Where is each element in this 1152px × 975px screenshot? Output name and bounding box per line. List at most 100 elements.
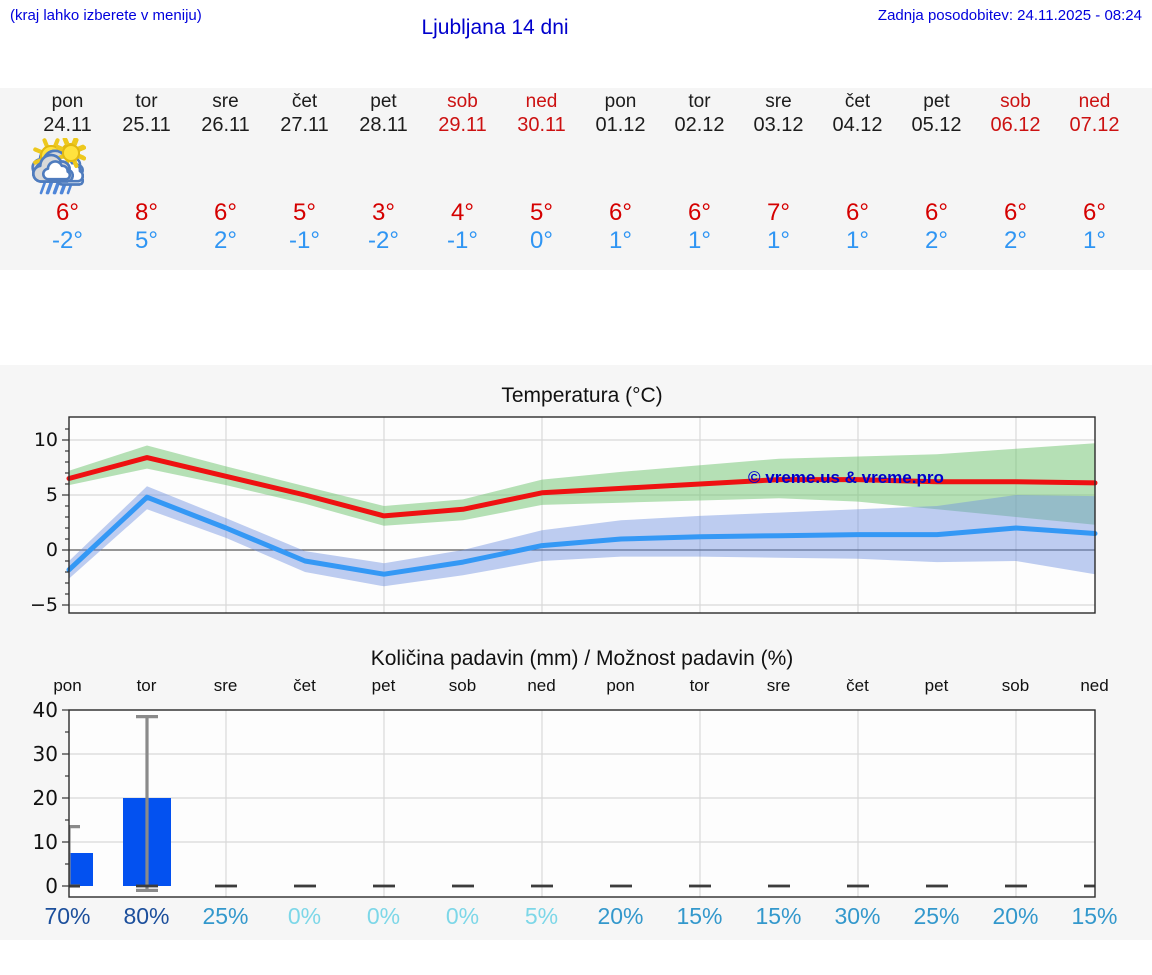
precip-probability: 25% bbox=[913, 903, 960, 929]
svg-text:−5: −5 bbox=[30, 594, 58, 616]
day-name: čet bbox=[291, 91, 318, 112]
precip-day-label: tor bbox=[136, 676, 157, 695]
day-name: pon bbox=[604, 91, 637, 112]
svg-text:5: 5 bbox=[46, 484, 58, 506]
weather-icon-wrap bbox=[32, 138, 423, 198]
weather-icon-wrap bbox=[34, 138, 739, 198]
svg-text:0: 0 bbox=[46, 539, 58, 561]
precip-probability-row: 70% 80% 25% 0% 0% 0% 5% 20% 15% 15% 30% 25% 20% 15% bbox=[28, 903, 1134, 930]
precipitation-chart: 0 10 20 30 40 bbox=[33, 700, 1096, 898]
weather-icon-wrap bbox=[31, 138, 186, 198]
day-name: ned bbox=[525, 91, 558, 112]
precip-day-label: pon bbox=[606, 676, 635, 695]
precip-probability: 5% bbox=[524, 903, 559, 929]
svg-text:40: 40 bbox=[33, 700, 58, 722]
high-temperature: 6° bbox=[214, 199, 237, 226]
weather-icon-wrap bbox=[33, 138, 660, 198]
weather-icon-wrap bbox=[32, 138, 1055, 198]
forecast-day-column: tor 25.11 8° 5° bbox=[31, 88, 186, 270]
precip-probability: 15% bbox=[1071, 903, 1118, 929]
forecast-day-column: čet 04.12 6° 1° bbox=[34, 88, 897, 270]
svg-text:10: 10 bbox=[33, 830, 58, 854]
precip-day-label: tor bbox=[689, 676, 710, 695]
precip-day-label: pet bbox=[371, 676, 396, 695]
high-temperature: 6° bbox=[846, 199, 869, 226]
precip-probability: 0% bbox=[366, 903, 401, 929]
weather-icon-wrap bbox=[34, 138, 897, 198]
low-temperature: -1° bbox=[447, 227, 478, 254]
high-temperature: 6° bbox=[56, 199, 79, 226]
weather-icon-wrap bbox=[34, 138, 581, 198]
low-temperature: 5° bbox=[135, 227, 158, 254]
high-temperature: 6° bbox=[688, 199, 711, 226]
watermark-link[interactable]: © vreme.us & vreme.pro bbox=[748, 468, 944, 487]
high-temperature: 7° bbox=[767, 199, 790, 226]
day-name: sob bbox=[1000, 91, 1031, 112]
day-name: ned bbox=[1078, 91, 1111, 112]
precip-day-label: čet bbox=[846, 676, 869, 695]
precip-day-label: sre bbox=[213, 676, 238, 695]
low-temperature: 2° bbox=[925, 227, 948, 254]
svg-text:30: 30 bbox=[33, 742, 58, 766]
forecast-day-column: pon 01.12 6° 1° bbox=[33, 88, 660, 270]
weather-icon-wrap bbox=[32, 138, 265, 198]
day-date: 02.12 bbox=[674, 114, 725, 136]
day-name: sre bbox=[212, 91, 239, 112]
weather-icon-wrap bbox=[34, 138, 976, 198]
day-date: 05.12 bbox=[911, 114, 962, 136]
precip-day-label: sob bbox=[448, 676, 477, 695]
day-date: 30.11 bbox=[517, 114, 566, 136]
day-date: 28.11 bbox=[359, 114, 408, 136]
day-name: pet bbox=[370, 91, 397, 112]
day-name: pon bbox=[51, 91, 84, 112]
low-temperature: -1° bbox=[289, 227, 320, 254]
low-temperature: -2° bbox=[52, 227, 83, 254]
low-temperature: 1° bbox=[609, 227, 632, 254]
precip-day-label: sre bbox=[766, 676, 791, 695]
low-temperature: 0° bbox=[530, 227, 553, 254]
precip-probability: 25% bbox=[202, 903, 249, 929]
precip-day-label: ned bbox=[1080, 676, 1109, 695]
day-date: 01.12 bbox=[595, 114, 646, 136]
forecast-day-column: sob 29.11 4° -1° bbox=[34, 88, 502, 270]
forecast-strip-columns: pon 24.11 6° -2° tor 25.11 8° 5° sre 26.11 6° 2° čet… bbox=[28, 88, 1134, 270]
day-date: 07.12 bbox=[1069, 114, 1120, 136]
high-temperature: 3° bbox=[372, 199, 395, 226]
high-temperature: 6° bbox=[1083, 199, 1106, 226]
precip-probability: 70% bbox=[44, 903, 91, 929]
high-temperature: 5° bbox=[530, 199, 553, 226]
precip-probability: 80% bbox=[123, 903, 170, 929]
menu-hint-link[interactable]: (kraj lahko izberete v meniju) bbox=[10, 7, 202, 24]
precip-day-label: pet bbox=[924, 676, 949, 695]
day-name: pet bbox=[923, 91, 950, 112]
high-temperature: 6° bbox=[609, 199, 632, 226]
forecast-day-column: pet 05.12 6° 2° bbox=[34, 88, 976, 270]
low-temperature: 1° bbox=[846, 227, 869, 254]
weather-icon-wrap bbox=[32, 138, 344, 198]
low-temperature: 1° bbox=[1083, 227, 1106, 254]
precip-day-label: čet bbox=[293, 676, 316, 695]
day-name: tor bbox=[135, 91, 158, 112]
forecast-day-column: pet 28.11 3° -2° bbox=[32, 88, 423, 270]
precip-day-label: ned bbox=[527, 676, 556, 695]
high-temperature: 8° bbox=[135, 199, 158, 226]
day-date: 29.11 bbox=[438, 114, 487, 136]
forecast-day-column: čet 27.11 5° -1° bbox=[32, 88, 344, 270]
precipitation-chart-title: Količina padavin (mm) / Možnost padavin … bbox=[370, 647, 794, 670]
day-date: 25.11 bbox=[122, 114, 171, 136]
precip-probability: 0% bbox=[445, 903, 480, 929]
temperature-chart: 10 5 0 −5 bbox=[30, 416, 1098, 616]
day-date: 26.11 bbox=[201, 114, 250, 136]
precip-probability: 15% bbox=[676, 903, 723, 929]
precip-probability: 30% bbox=[834, 903, 881, 929]
day-name: sob bbox=[447, 91, 478, 112]
precip-day-label: pon bbox=[53, 676, 82, 695]
day-date: 04.12 bbox=[832, 114, 883, 136]
page-title: Ljubljana 14 dni bbox=[421, 16, 569, 39]
low-temperature: 2° bbox=[1004, 227, 1027, 254]
day-date: 24.11 bbox=[43, 114, 92, 136]
precip-probability: 20% bbox=[992, 903, 1039, 929]
forecast-day-column: tor 02.12 6° 1° bbox=[34, 88, 739, 270]
cloud-sun-icon bbox=[32, 138, 86, 183]
last-update-text: Zadnja posodobitev: 24.11.2025 - 08:24 bbox=[877, 7, 1142, 24]
